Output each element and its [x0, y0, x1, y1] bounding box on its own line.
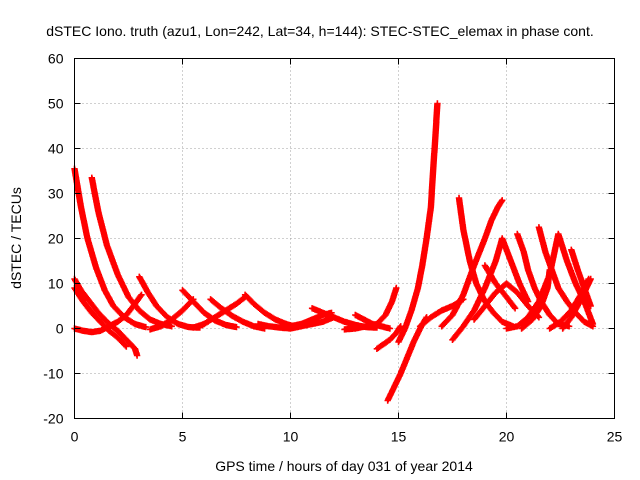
arc-markers-24 [481, 262, 519, 312]
x-tick-label-0: 0 [71, 429, 79, 445]
series-arc-15 [341, 284, 400, 333]
y-tick-label-6: 40 [48, 141, 64, 157]
y-tick-label-2: 0 [56, 321, 64, 337]
series-arc-9 [207, 296, 268, 332]
y-tick-label-5: 30 [48, 186, 64, 202]
y-tick-labels: -20 -10 0 10 20 30 40 50 60 [43, 51, 63, 427]
arc-markers-31 [568, 246, 594, 310]
series-arc-6 [146, 296, 197, 333]
series-arc-4 [88, 174, 175, 330]
arc-markers-17 [373, 323, 404, 352]
series-arc-31 [568, 246, 594, 310]
y-tick-label-8: 60 [48, 51, 64, 67]
y-tick-label-3: 10 [48, 276, 64, 292]
series-arc-20 [449, 235, 532, 343]
x-tick-label-1: 5 [179, 429, 187, 445]
arc-markers-9 [207, 296, 268, 332]
y-tick-label-1: -10 [43, 366, 63, 382]
arc-markers-6 [146, 296, 197, 333]
arc-markers-18 [395, 100, 441, 346]
arc-markers-4 [88, 174, 175, 330]
data-points [71, 100, 597, 404]
x-tick-label-3: 15 [391, 429, 407, 445]
arc-markers-20 [449, 235, 532, 343]
x-tick-label-4: 20 [499, 429, 515, 445]
series-arc-22 [455, 194, 517, 330]
x-tick-labels: 0 5 10 15 20 25 [71, 429, 623, 445]
y-axis-label: dSTEC / TECUs [8, 187, 24, 289]
x-tick-label-5: 25 [607, 429, 623, 445]
series-arc-24 [481, 262, 519, 312]
y-tick-label-4: 20 [48, 231, 64, 247]
arc-markers-22 [455, 194, 517, 330]
y-tick-label-7: 50 [48, 96, 64, 112]
y-tick-label-0: -20 [43, 411, 63, 427]
x-tick-label-2: 10 [283, 429, 299, 445]
axis-ticks [74, 58, 615, 419]
grid [74, 58, 615, 419]
series-arc-17 [373, 323, 404, 352]
series-arc-18 [395, 100, 441, 346]
x-axis-label: GPS time / hours of day 031 of year 2014 [215, 458, 473, 474]
chart-title: dSTEC Iono. truth (azu1, Lon=242, Lat=34… [46, 23, 593, 39]
arc-markers-15 [341, 284, 400, 333]
